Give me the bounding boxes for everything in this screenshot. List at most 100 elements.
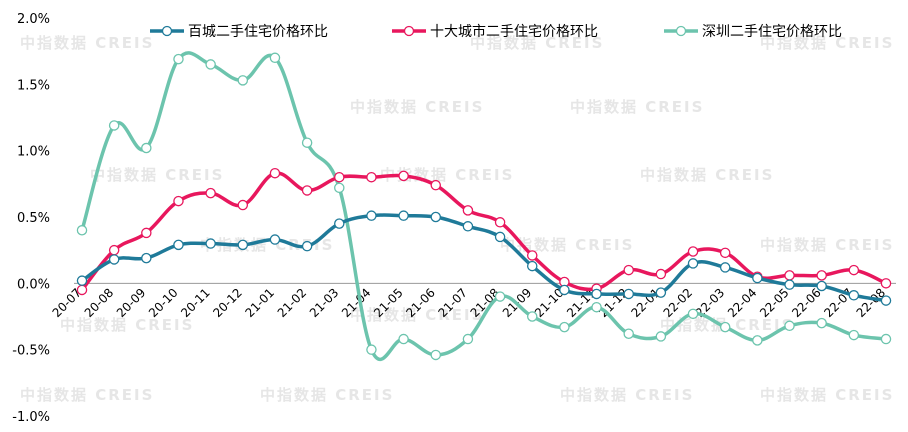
data-point — [205, 238, 216, 249]
data-point — [430, 179, 442, 191]
data-point — [173, 239, 184, 251]
data-point — [784, 320, 795, 332]
data-point — [687, 246, 699, 257]
data-point — [719, 262, 731, 273]
data-point — [366, 344, 377, 355]
data-point — [173, 53, 184, 65]
data-point — [301, 185, 313, 196]
data-point — [398, 210, 409, 221]
data-point — [237, 199, 249, 211]
data-point — [141, 227, 152, 239]
data-point — [76, 284, 88, 296]
data-point — [462, 333, 474, 345]
data-point — [623, 328, 634, 339]
legend-label: 深圳二手住宅价格环比 — [702, 24, 842, 40]
data-point — [752, 335, 763, 346]
data-point — [141, 142, 152, 154]
data-point — [655, 331, 667, 342]
watermark-text: 中指数据 CREIS — [350, 98, 484, 116]
data-point — [880, 333, 892, 345]
x-tick-label: 21-02 — [275, 286, 310, 321]
data-point — [334, 218, 345, 229]
watermark-text: 中指数据 CREIS — [500, 236, 634, 254]
data-point — [848, 290, 860, 301]
legend-label: 十大城市二手住宅价格环比 — [430, 23, 598, 40]
data-point — [719, 247, 731, 259]
data-point — [237, 239, 249, 251]
x-axis: 20-0720-0820-0920-1020-1120-1221-0121-02… — [50, 282, 896, 321]
data-point — [430, 211, 442, 223]
x-tick-label: 20-09 — [114, 286, 149, 321]
data-point — [719, 321, 731, 333]
x-tick-label: 21-01 — [243, 286, 278, 321]
data-point — [494, 291, 506, 302]
data-point — [205, 187, 216, 199]
data-point — [141, 252, 152, 264]
data-point — [301, 137, 313, 148]
watermark-text: 中指数据 CREIS — [20, 34, 154, 52]
data-point — [301, 240, 313, 252]
y-axis: 2.0% 1.5% 1.0% 0.5% 0.0% -0.5% -1.0% — [12, 12, 50, 425]
series-line — [80, 51, 888, 361]
data-point — [784, 270, 795, 281]
x-tick-label: 20-10 — [146, 286, 181, 321]
y-tick-label: 2.0% — [17, 12, 50, 27]
data-point — [623, 288, 634, 300]
data-point — [334, 182, 345, 194]
watermark-text: 中指数据 CREIS — [380, 166, 514, 184]
data-point — [559, 321, 570, 333]
watermark-text: 中指数据 CREIS — [760, 236, 894, 254]
y-tick-label: -1.0% — [12, 410, 50, 425]
data-point — [816, 270, 827, 281]
data-point — [173, 195, 184, 207]
watermark-text: 中指数据 CREIS — [260, 386, 394, 404]
data-point — [623, 264, 634, 276]
data-point — [559, 284, 570, 296]
data-point — [76, 225, 88, 236]
data-point — [76, 275, 88, 286]
watermark-text: 中指数据 CREIS — [350, 306, 484, 324]
data-point — [398, 170, 409, 182]
data-point — [462, 221, 474, 232]
data-point — [848, 264, 860, 276]
legend-swatch-marker — [161, 25, 173, 37]
watermark-text: 中指数据 CREIS — [20, 386, 154, 404]
data-point — [494, 231, 506, 243]
data-point — [398, 333, 409, 345]
data-point — [430, 349, 442, 361]
watermark-text: 中指数据 CREIS — [560, 386, 694, 404]
data-point — [269, 234, 281, 245]
watermark-text: 中指数据 CREIS — [570, 98, 704, 116]
x-tick-label: 20-11 — [178, 286, 213, 321]
x-tick-label: 20-12 — [210, 286, 245, 321]
data-point — [334, 171, 345, 183]
legend-swatch-marker — [403, 25, 415, 37]
data-point — [526, 250, 538, 261]
watermark-text: 中指数据 CREIS — [90, 166, 224, 184]
y-tick-label: 0.0% — [17, 277, 50, 292]
y-tick-label: 0.5% — [17, 211, 50, 226]
data-point — [494, 217, 506, 228]
watermark-text: 中指数据 CREIS — [760, 386, 894, 404]
data-point — [687, 308, 699, 320]
data-point — [655, 287, 667, 298]
data-point — [655, 268, 667, 280]
data-point — [687, 258, 699, 269]
x-tick-label: 21-03 — [307, 286, 342, 321]
legend-swatch-marker — [675, 25, 687, 37]
data-point — [108, 120, 120, 131]
data-point — [816, 280, 827, 292]
data-point — [108, 244, 120, 256]
data-point — [848, 329, 860, 341]
legend: 百城二手住宅价格环比 十大城市二手住宅价格环比 深圳二手住宅价格环比 — [150, 23, 842, 40]
series-2 — [76, 51, 892, 361]
y-tick-label: -0.5% — [12, 344, 50, 359]
data-point — [784, 279, 795, 290]
data-point — [880, 295, 892, 306]
data-point — [591, 301, 602, 313]
data-point — [816, 317, 827, 329]
watermark-text: 中指数据 CREIS — [60, 316, 194, 334]
data-point — [880, 278, 892, 289]
x-tick-label: 22-06 — [789, 286, 824, 321]
